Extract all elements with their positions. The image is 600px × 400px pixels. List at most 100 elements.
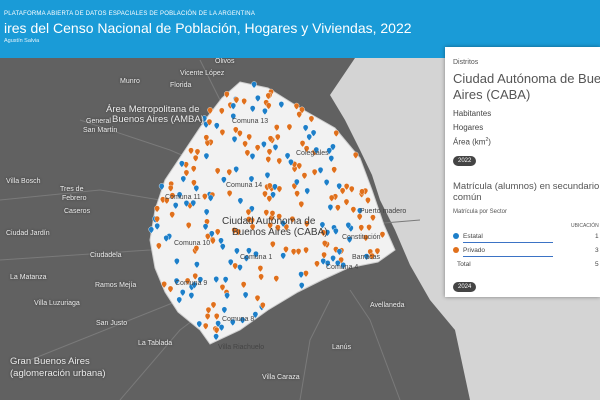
- school-marker-estatal[interactable]: [196, 320, 203, 328]
- school-marker-privado[interactable]: [379, 231, 386, 239]
- school-marker-privado[interactable]: [231, 227, 238, 235]
- school-marker-estatal[interactable]: [179, 289, 186, 297]
- school-marker-privado[interactable]: [296, 162, 303, 170]
- school-marker-estatal[interactable]: [288, 159, 294, 167]
- school-marker-estatal[interactable]: [194, 261, 200, 269]
- school-marker-privado[interactable]: [184, 277, 191, 285]
- school-marker-privado[interactable]: [374, 247, 381, 255]
- school-marker-estatal[interactable]: [148, 226, 155, 234]
- school-marker-estatal[interactable]: [333, 227, 339, 235]
- school-marker-privado[interactable]: [266, 148, 273, 156]
- school-marker-estatal[interactable]: [188, 292, 195, 300]
- school-marker-estatal[interactable]: [264, 172, 271, 180]
- school-marker-privado[interactable]: [270, 241, 276, 249]
- school-marker-privado[interactable]: [335, 204, 341, 212]
- school-marker-privado[interactable]: [339, 187, 346, 195]
- school-marker-estatal[interactable]: [313, 146, 320, 154]
- school-marker-estatal[interactable]: [237, 264, 243, 272]
- school-marker-privado[interactable]: [276, 157, 283, 165]
- school-marker-privado[interactable]: [202, 193, 208, 201]
- school-marker-privado[interactable]: [265, 102, 272, 110]
- school-marker-estatal[interactable]: [224, 292, 230, 300]
- year-pill-2022[interactable]: 2022: [453, 156, 477, 166]
- school-marker-privado[interactable]: [213, 326, 220, 334]
- school-marker-privado[interactable]: [265, 156, 272, 164]
- school-marker-estatal[interactable]: [219, 243, 226, 251]
- school-marker-privado[interactable]: [269, 210, 276, 218]
- school-marker-estatal[interactable]: [209, 230, 215, 238]
- school-marker-estatal[interactable]: [230, 102, 237, 110]
- school-marker-estatal[interactable]: [234, 247, 240, 255]
- school-marker-estatal[interactable]: [306, 133, 313, 141]
- school-marker-privado[interactable]: [240, 281, 247, 289]
- school-marker-estatal[interactable]: [239, 316, 246, 324]
- school-marker-privado[interactable]: [219, 129, 226, 137]
- school-marker-privado[interactable]: [321, 251, 327, 259]
- school-marker-privado[interactable]: [194, 148, 201, 156]
- legend-estatal[interactable]: Estatal: [453, 233, 483, 240]
- school-marker-privado[interactable]: [183, 161, 189, 169]
- school-marker-privado[interactable]: [262, 190, 268, 198]
- school-marker-privado[interactable]: [369, 252, 375, 260]
- school-marker-estatal[interactable]: [280, 252, 286, 260]
- school-marker-estatal[interactable]: [163, 235, 170, 243]
- school-marker-privado[interactable]: [370, 214, 376, 222]
- school-marker-privado[interactable]: [267, 222, 273, 230]
- school-marker-estatal[interactable]: [193, 185, 200, 193]
- school-marker-privado[interactable]: [304, 220, 310, 228]
- school-marker-estatal[interactable]: [183, 200, 190, 208]
- school-marker-estatal[interactable]: [207, 194, 214, 202]
- legend-privado[interactable]: Privado: [453, 247, 485, 254]
- school-marker-estatal[interactable]: [229, 318, 236, 326]
- school-marker-estatal[interactable]: [278, 101, 285, 109]
- school-marker-estatal[interactable]: [330, 143, 336, 151]
- school-marker-privado[interactable]: [226, 190, 233, 198]
- school-marker-privado[interactable]: [295, 248, 302, 256]
- school-marker-privado[interactable]: [163, 197, 170, 205]
- school-marker-estatal[interactable]: [213, 276, 220, 284]
- school-marker-privado[interactable]: [214, 167, 221, 175]
- school-marker-privado[interactable]: [263, 209, 270, 217]
- school-marker-privado[interactable]: [167, 285, 174, 293]
- school-marker-estatal[interactable]: [272, 144, 279, 152]
- school-marker-privado[interactable]: [273, 124, 280, 132]
- school-marker-privado[interactable]: [296, 111, 303, 119]
- school-marker-estatal[interactable]: [222, 276, 229, 284]
- school-marker-estatal[interactable]: [340, 262, 347, 270]
- school-marker-estatal[interactable]: [336, 182, 342, 190]
- school-marker-privado[interactable]: [350, 206, 357, 214]
- school-marker-privado[interactable]: [191, 179, 197, 187]
- school-marker-privado[interactable]: [358, 224, 365, 232]
- school-marker-privado[interactable]: [303, 145, 310, 153]
- school-marker-estatal[interactable]: [213, 333, 219, 341]
- school-marker-estatal[interactable]: [346, 236, 353, 244]
- school-marker-estatal[interactable]: [218, 237, 224, 245]
- school-marker-estatal[interactable]: [262, 108, 268, 116]
- school-marker-privado[interactable]: [352, 151, 359, 159]
- school-marker-privado[interactable]: [298, 200, 305, 208]
- school-marker-privado[interactable]: [299, 140, 306, 148]
- school-marker-privado[interactable]: [156, 242, 162, 250]
- school-marker-privado[interactable]: [167, 184, 174, 192]
- school-marker-privado[interactable]: [232, 126, 239, 134]
- school-marker-privado[interactable]: [289, 216, 296, 224]
- school-marker-estatal[interactable]: [326, 147, 333, 155]
- school-marker-estatal[interactable]: [243, 254, 250, 262]
- school-marker-privado[interactable]: [303, 246, 309, 254]
- school-marker-privado[interactable]: [245, 208, 252, 216]
- school-marker-estatal[interactable]: [176, 191, 183, 199]
- school-marker-privado[interactable]: [301, 172, 308, 180]
- school-marker-privado[interactable]: [283, 223, 290, 231]
- school-marker-estatal[interactable]: [173, 277, 180, 285]
- school-marker-estatal[interactable]: [203, 152, 210, 160]
- school-marker-privado[interactable]: [276, 213, 282, 221]
- school-marker-privado[interactable]: [244, 149, 251, 157]
- school-marker-privado[interactable]: [314, 260, 320, 268]
- school-marker-estatal[interactable]: [304, 187, 311, 195]
- school-marker-privado[interactable]: [311, 168, 318, 176]
- school-marker-privado[interactable]: [328, 194, 335, 202]
- school-marker-privado[interactable]: [249, 223, 256, 231]
- school-marker-privado[interactable]: [161, 281, 167, 289]
- school-marker-privado[interactable]: [185, 222, 192, 230]
- school-marker-estatal[interactable]: [253, 250, 259, 258]
